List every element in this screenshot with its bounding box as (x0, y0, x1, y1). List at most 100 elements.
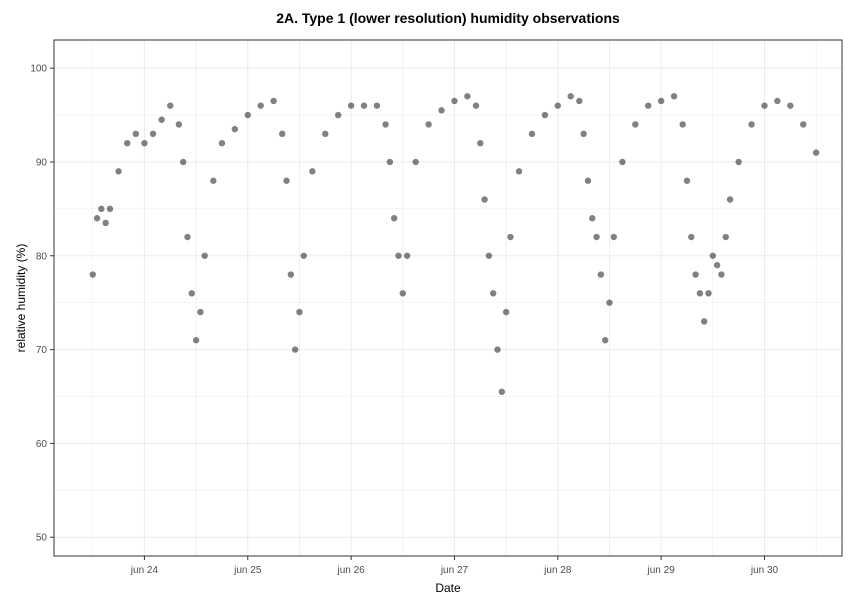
humidity-point (382, 121, 389, 128)
humidity-point (296, 308, 303, 316)
humidity-point (167, 102, 174, 109)
humidity-point (386, 158, 394, 166)
humidity-point (541, 111, 549, 119)
humidity-point (722, 233, 729, 241)
humidity-point (291, 346, 299, 353)
humidity-point (606, 299, 613, 306)
humidity-point (373, 102, 381, 109)
humidity-point (787, 102, 794, 109)
y-tick-label: 60 (36, 439, 48, 450)
humidity-point (657, 97, 665, 105)
humidity-point (645, 102, 652, 109)
humidity-point (713, 261, 721, 269)
x-tick-label: jun 30 (750, 565, 779, 576)
humidity-point (403, 252, 411, 259)
humidity-point (438, 107, 445, 114)
humidity-point (149, 130, 157, 138)
humidity-point (761, 102, 768, 109)
y-axis-label: relative humidity (%) (14, 244, 28, 353)
humidity-point (279, 130, 286, 138)
humidity-point (701, 318, 708, 325)
x-tick-label: jun 29 (647, 565, 676, 576)
data-points (89, 93, 820, 396)
humidity-point (395, 252, 402, 259)
humidity-point (158, 116, 165, 123)
humidity-point (197, 308, 204, 316)
humidity-point (683, 177, 691, 184)
humidity-point (502, 308, 510, 316)
humidity-point (726, 196, 734, 203)
humidity-point (141, 140, 148, 147)
humidity-point (709, 252, 717, 259)
humidity-point (93, 215, 101, 222)
humidity-point (485, 252, 493, 259)
humidity-point (309, 168, 316, 175)
humidity-point (244, 111, 251, 119)
chart-title: 2A. Type 1 (lower resolution) humidity o… (276, 10, 620, 26)
axes: 50 60 70 80 90 100 jun 24 jun 25 jun 26 jun 27 jun… (30, 64, 778, 576)
humidity-point (584, 177, 592, 184)
humidity-point (390, 215, 398, 222)
humidity-point (106, 205, 114, 213)
humidity-point (688, 233, 695, 241)
humidity-point (210, 177, 217, 184)
humidity-point (192, 337, 200, 344)
humidity-point (322, 130, 329, 138)
humidity-point (175, 121, 183, 128)
humidity-point (115, 168, 122, 175)
humidity-point (494, 346, 501, 353)
y-tick-label: 80 (36, 251, 48, 262)
x-tick-label: jun 27 (440, 565, 469, 576)
humidity-point (515, 168, 523, 175)
humidity-point (576, 97, 583, 105)
humidity-point (98, 205, 105, 213)
humidity-point (218, 140, 226, 147)
humidity-point (498, 388, 506, 396)
humidity-point (812, 149, 820, 156)
humidity-point (696, 290, 704, 297)
humidity-point (481, 196, 488, 203)
x-tick-label: jun 25 (233, 565, 262, 576)
humidity-point (300, 252, 307, 259)
humidity-point (347, 102, 355, 109)
humidity-point (567, 93, 574, 100)
humidity-point (132, 130, 140, 138)
humidity-point (287, 271, 295, 278)
humidity-point (692, 271, 699, 278)
humidity-point (124, 140, 131, 147)
humidity-point (580, 130, 587, 138)
humidity-point (597, 271, 605, 278)
humidity-point (718, 271, 725, 278)
y-tick-label: 90 (36, 157, 48, 168)
x-axis-label: Date (435, 581, 461, 595)
plot-frame (53, 39, 843, 557)
humidity-point (477, 140, 484, 147)
humidity-point (679, 121, 686, 128)
x-tick-label: jun 24 (130, 565, 159, 576)
humidity-point (464, 93, 471, 100)
humidity-point (472, 102, 480, 109)
y-tick-label: 50 (36, 533, 48, 544)
y-tick-label: 100 (30, 64, 47, 75)
humidity-point (632, 121, 639, 128)
x-tick-label: jun 28 (543, 565, 572, 576)
humidity-point (800, 121, 807, 128)
humidity-point (184, 233, 191, 241)
humidity-point (589, 215, 596, 222)
humidity-point (270, 97, 277, 105)
humidity-point (188, 290, 195, 297)
humidity-point (257, 102, 264, 109)
humidity-point (507, 233, 514, 241)
humidity-point (89, 271, 96, 278)
humidity-point (705, 290, 712, 297)
humidity-point (735, 158, 742, 166)
humidity-point (670, 93, 678, 100)
humidity-point (201, 252, 208, 259)
humidity-point (490, 290, 497, 297)
humidity-point (399, 290, 406, 297)
x-tick-label: jun 26 (336, 565, 365, 576)
humidity-point (335, 111, 342, 119)
humidity-point (593, 233, 600, 241)
humidity-point (102, 219, 109, 227)
